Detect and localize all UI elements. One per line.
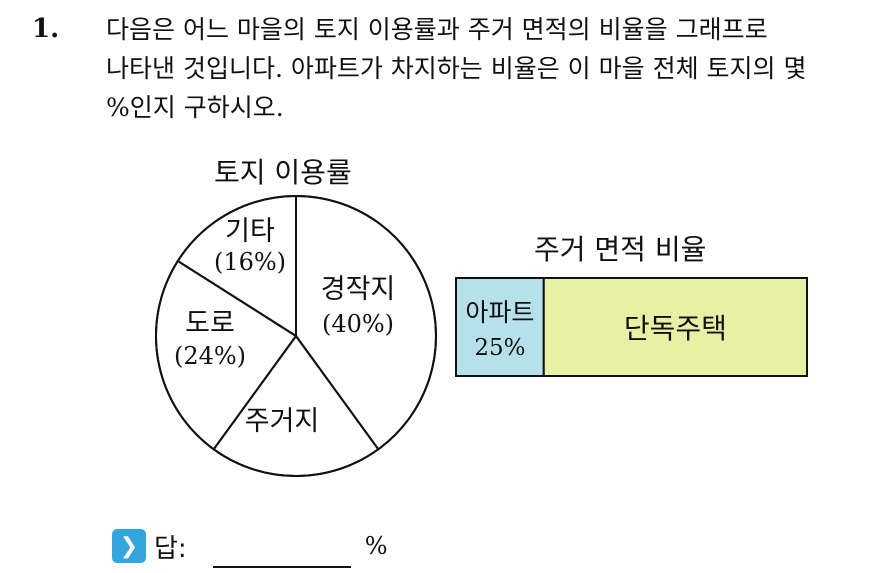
bar-segment-label: 아파트 <box>465 298 534 327</box>
pie-slice-label: 주거지 <box>245 406 320 437</box>
pie-chart-title: 토지 이용률 <box>214 156 352 189</box>
bar-segment <box>542 277 808 377</box>
question-line: %인지 구하시오. <box>106 93 284 122</box>
pie-slice-label: 도로 <box>185 308 235 339</box>
chevron-right-icon: ❯ <box>112 529 146 563</box>
question-text: 다음은 어느 마을의 토지 이용률과 주거 면적의 비율을 그래프로 나타낸 것… <box>106 10 866 127</box>
bar-segment-value-label: 25% <box>474 335 525 361</box>
pie-slice <box>295 194 437 451</box>
bar-segment <box>455 277 545 377</box>
pie-slice-value-label: (24%) <box>174 342 246 370</box>
question-line: 다음은 어느 마을의 토지 이용률과 주거 면적의 비율을 그래프로 <box>106 15 768 44</box>
question-number: 1. <box>32 14 60 44</box>
pie-slice-label: 경작지 <box>321 274 396 305</box>
answer-row: ❯ 답: % <box>112 528 388 568</box>
pie-slice <box>212 334 380 477</box>
pie-slice-label: 기타 <box>225 216 275 247</box>
question-line: 나타낸 것입니다. 아파트가 차지하는 비율은 이 마을 전체 토지의 몇 <box>106 54 807 83</box>
answer-label: 답: <box>154 533 187 564</box>
bar-chart-title: 주거 면적 비율 <box>534 233 707 266</box>
answer-input[interactable] <box>212 534 351 568</box>
bar-segment-label: 단독주택 <box>624 312 727 345</box>
pie-slice <box>155 259 298 451</box>
pie-slice-value-label: (16%) <box>214 248 286 276</box>
pie-slice-value-label: (40%) <box>322 310 394 338</box>
pie-slice <box>176 194 297 338</box>
answer-unit: % <box>364 532 388 560</box>
